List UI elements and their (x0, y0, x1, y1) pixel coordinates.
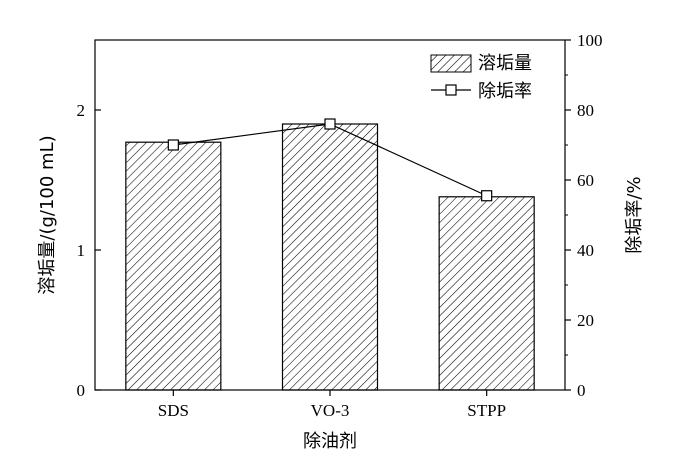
legend-line-label: 除垢率 (478, 81, 532, 102)
x-axis-label: 除油剂 (303, 431, 357, 452)
legend-bar-label: 溶垢量 (478, 53, 532, 74)
left-tick-label: 2 (77, 101, 86, 120)
right-tick-label: 40 (577, 241, 594, 260)
right-tick-label: 100 (577, 31, 603, 50)
rate-point-sds (167, 139, 179, 151)
x-tick-label: VO-3 (311, 401, 350, 420)
legend-line-marker (445, 84, 457, 96)
bar-sds (125, 141, 222, 391)
line-series-group (167, 118, 493, 202)
x-tick-label: SDS (158, 401, 189, 420)
y-axis-label: 溶垢量/(g/100 mL) (37, 135, 58, 294)
right-axis-ticks: 0 20 40 60 80 100 (565, 31, 603, 400)
right-tick-label: 0 (577, 381, 586, 400)
left-tick-label: 0 (77, 381, 86, 400)
left-tick-label: 1 (77, 241, 86, 260)
bars-group (125, 123, 535, 391)
x-tick-label: STPP (467, 401, 506, 420)
y2-axis-label: 除垢率/% (624, 176, 645, 253)
right-tick-label: 80 (577, 101, 594, 120)
bar-vo-3 (281, 123, 379, 391)
legend: 溶垢量 除垢率 (430, 53, 532, 102)
x-axis-ticks: SDS VO-3 STPP (158, 390, 506, 420)
bar-stpp (438, 196, 535, 391)
right-tick-label: 60 (577, 171, 594, 190)
rate-point-vo-3 (324, 118, 336, 130)
right-tick-label: 20 (577, 311, 594, 330)
left-axis-ticks: 0 1 2 (77, 101, 101, 400)
legend-bar-swatch (430, 54, 472, 73)
rate-point-stpp (481, 190, 493, 202)
